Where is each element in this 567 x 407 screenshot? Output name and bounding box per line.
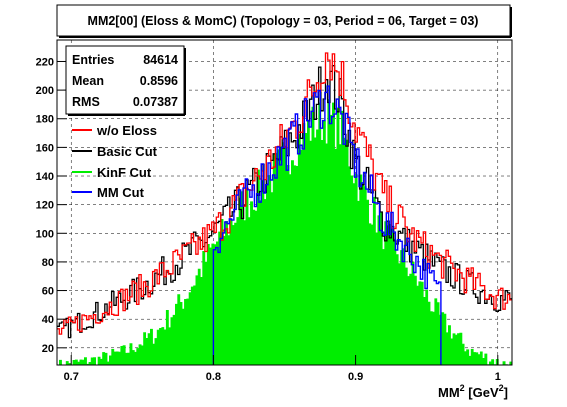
legend-label-kinf-cut: KinF Cut: [97, 165, 152, 180]
stats-mean-value: 0.8596: [140, 74, 178, 88]
stats-entries-label: Entries: [72, 53, 114, 67]
chart-title: MM2[00] (Eloss & MomC) (Topology = 03, P…: [88, 14, 479, 28]
y-tick-label: 120: [36, 200, 54, 212]
title-box: [56, 4, 511, 37]
stats-rms-value: 0.07387: [133, 95, 178, 109]
y-tick-label: 180: [36, 114, 54, 126]
legend: w/o Eloss Basic Cut KinF Cut MM Cut: [72, 123, 158, 200]
y-tick-label: 200: [36, 85, 54, 97]
y-tick-label: 80: [42, 257, 54, 269]
legend-label-basic-cut: Basic Cut: [97, 144, 158, 159]
y-tick-label: 220: [36, 56, 54, 68]
y-tick-label: 160: [36, 142, 54, 154]
x-tick-label: 0.7: [64, 371, 79, 383]
y-tick-label: 20: [42, 343, 54, 355]
x-tick-label: 0.8: [206, 371, 221, 383]
x-tick-label: 0.9: [348, 371, 363, 383]
y-tick-label: 60: [42, 286, 54, 298]
y-tick-label: 100: [36, 228, 54, 240]
x-axis-title: MM2 [GeV2]: [438, 383, 508, 400]
y-tick-label: 140: [36, 171, 54, 183]
legend-label-wo-eloss: w/o Eloss: [96, 123, 157, 138]
series-mm-cut: [212, 85, 442, 365]
legend-label-mm-cut: MM Cut: [97, 185, 145, 200]
stats-entries-value: 84614: [143, 53, 178, 67]
x-tick-label: 1: [495, 371, 501, 383]
stats-box: [65, 45, 185, 115]
y-tick-label: 40: [42, 314, 54, 326]
stats-mean-label: Mean: [72, 74, 104, 88]
stats-rms-label: RMS: [72, 95, 100, 109]
series-lines: [57, 52, 512, 365]
